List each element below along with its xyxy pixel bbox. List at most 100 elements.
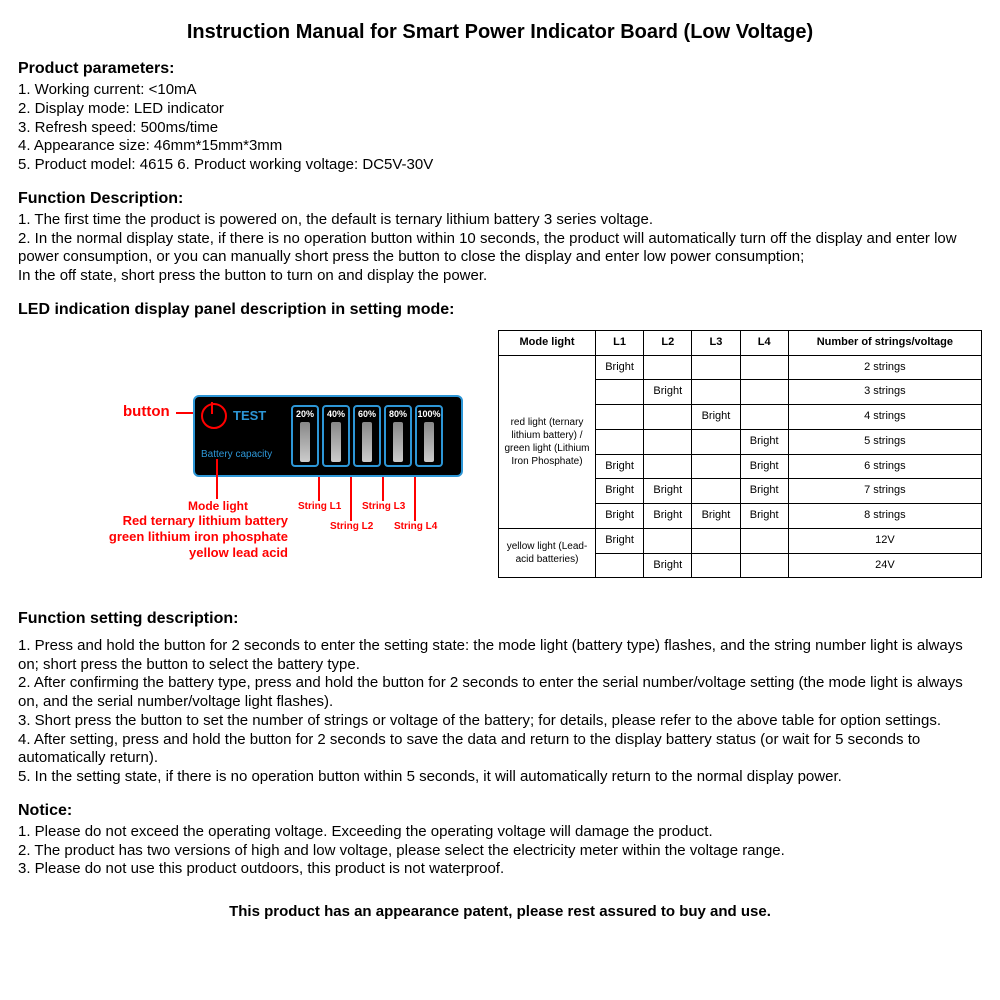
cell: 3 strings — [788, 380, 981, 405]
cell: 4 strings — [788, 405, 981, 430]
cell — [740, 380, 788, 405]
cell — [644, 454, 692, 479]
cell — [692, 355, 740, 380]
th-l1: L1 — [596, 330, 644, 355]
cell: Bright — [596, 528, 644, 553]
string-l4-annotation: String L4 — [394, 521, 437, 534]
notice-item: 3. Please do not use this product outdoo… — [18, 860, 982, 879]
cell — [644, 528, 692, 553]
setting-item: 5. In the setting state, if there is no … — [18, 768, 982, 787]
cell — [596, 429, 644, 454]
param-item: 3. Refresh speed: 500ms/time — [18, 119, 982, 138]
segment-40: 40% — [322, 405, 350, 467]
segment-100: 100% — [415, 405, 443, 467]
annotation-line — [350, 477, 352, 521]
test-label: TEST — [233, 408, 266, 424]
notice-list: 1. Please do not exceed the operating vo… — [18, 823, 982, 879]
cell: Bright — [596, 504, 644, 529]
cell: Bright — [644, 553, 692, 578]
param-item: 2. Display mode: LED indicator — [18, 100, 982, 119]
cell — [740, 355, 788, 380]
device-diagram: button TEST Battery capacity 20% 40% 60%… — [18, 385, 478, 595]
funcdesc-list: 1. The first time the product is powered… — [18, 211, 982, 286]
segment-80: 80% — [384, 405, 412, 467]
string-l3-annotation: String L3 — [362, 501, 405, 514]
cell — [692, 479, 740, 504]
annotation-line — [318, 477, 320, 501]
notice-item: 1. Please do not exceed the operating vo… — [18, 823, 982, 842]
legend-line-3: yellow lead acid — [18, 545, 288, 561]
legend-line-1: Red ternary lithium battery — [18, 513, 288, 529]
funcdesc-item: In the off state, short press the button… — [18, 267, 982, 286]
cell: 8 strings — [788, 504, 981, 529]
cell — [692, 429, 740, 454]
cell: 12V — [788, 528, 981, 553]
cell: Bright — [692, 405, 740, 430]
funcdesc-item: 2. In the normal display state, if there… — [18, 230, 982, 268]
cell: 24V — [788, 553, 981, 578]
funcdesc-item: 1. The first time the product is powered… — [18, 211, 982, 230]
notice-item: 2. The product has two versions of high … — [18, 842, 982, 861]
setting-item: 3. Short press the button to set the num… — [18, 712, 982, 731]
cell: Bright — [692, 504, 740, 529]
cell: Bright — [596, 479, 644, 504]
capacity-label: Battery capacity — [201, 449, 287, 462]
param-item: 5. Product model: 4615 6. Product workin… — [18, 156, 982, 175]
cell — [692, 454, 740, 479]
th-strings: Number of strings/voltage — [788, 330, 981, 355]
cell: Bright — [596, 355, 644, 380]
cell: 5 strings — [788, 429, 981, 454]
footer-note: This product has an appearance patent, p… — [18, 903, 982, 922]
cell — [596, 380, 644, 405]
annotation-line — [414, 477, 416, 521]
cell: Bright — [596, 454, 644, 479]
funcdesc-heading: Function Description: — [18, 189, 982, 209]
segment-60: 60% — [353, 405, 381, 467]
params-list: 1. Working current: <10mA 2. Display mod… — [18, 81, 982, 175]
cell: Bright — [644, 479, 692, 504]
setting-list: 1. Press and hold the button for 2 secon… — [18, 637, 982, 787]
cell — [740, 553, 788, 578]
string-l1-annotation: String L1 — [298, 501, 341, 514]
cell: 6 strings — [788, 454, 981, 479]
cell: 2 strings — [788, 355, 981, 380]
device-body: TEST Battery capacity 20% 40% 60% 80% 10… — [193, 395, 463, 477]
mode2-cell: yellow light (Lead-acid batteries) — [499, 528, 596, 578]
mode-light-annotation: Mode light — [188, 499, 248, 514]
panel-heading: LED indication display panel description… — [18, 300, 982, 320]
th-l2: L2 — [644, 330, 692, 355]
setting-item: 2. After confirming the battery type, pr… — [18, 674, 982, 712]
segment-20: 20% — [291, 405, 319, 467]
cell — [692, 528, 740, 553]
cell: Bright — [740, 454, 788, 479]
cell — [692, 380, 740, 405]
page-title: Instruction Manual for Smart Power Indic… — [18, 20, 982, 45]
power-icon — [201, 403, 227, 429]
param-item: 1. Working current: <10mA — [18, 81, 982, 100]
notice-heading: Notice: — [18, 801, 982, 821]
cell — [740, 405, 788, 430]
param-item: 4. Appearance size: 46mm*15mm*3mm — [18, 137, 982, 156]
th-mode-light: Mode light — [499, 330, 596, 355]
cell: Bright — [644, 504, 692, 529]
setting-heading: Function setting description: — [18, 609, 982, 629]
cell: 7 strings — [788, 479, 981, 504]
annotation-line — [382, 477, 384, 501]
legend-line-2: green lithium iron phosphate — [18, 529, 288, 545]
cell: Bright — [740, 504, 788, 529]
params-heading: Product parameters: — [18, 59, 982, 79]
cell: Bright — [644, 380, 692, 405]
cell — [692, 553, 740, 578]
setting-item: 1. Press and hold the button for 2 secon… — [18, 637, 982, 675]
th-l3: L3 — [692, 330, 740, 355]
cell: Bright — [740, 429, 788, 454]
annotation-line — [216, 459, 218, 499]
led-table: Mode light L1 L2 L3 L4 Number of strings… — [498, 330, 982, 579]
th-l4: L4 — [740, 330, 788, 355]
cell: Bright — [740, 479, 788, 504]
cell — [644, 355, 692, 380]
cell — [596, 553, 644, 578]
cell — [644, 405, 692, 430]
string-l2-annotation: String L2 — [330, 521, 373, 534]
button-annotation: button — [123, 403, 170, 422]
